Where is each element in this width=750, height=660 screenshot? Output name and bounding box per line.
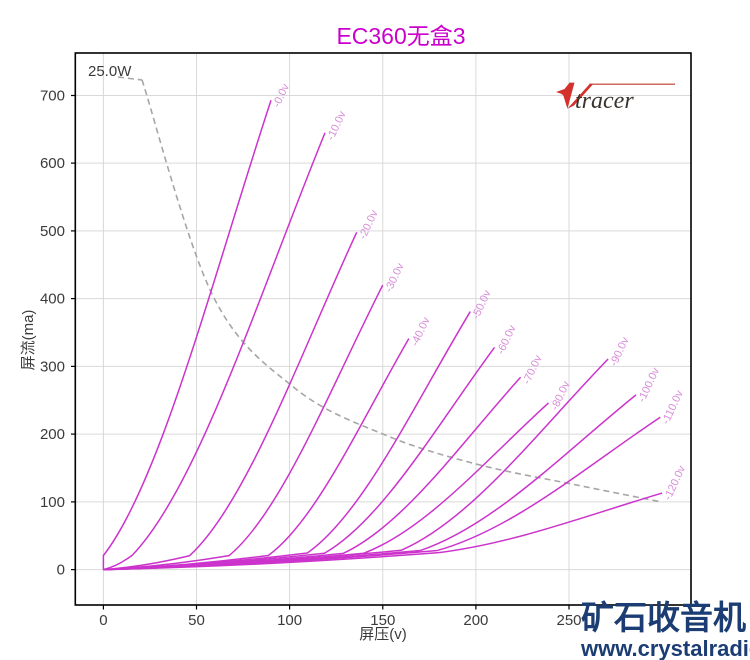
svg-text:0: 0 [99,612,107,629]
svg-text:100: 100 [40,494,65,511]
svg-text:200: 200 [40,426,65,443]
svg-text:25.0W: 25.0W [88,63,132,80]
svg-text:200: 200 [463,612,488,629]
svg-text:50: 50 [188,612,205,629]
svg-text:400: 400 [40,291,65,308]
svg-text:0: 0 [57,562,65,579]
svg-text:600: 600 [40,155,65,172]
svg-text:700: 700 [40,87,65,104]
svg-text:tracer: tracer [575,88,634,114]
svg-text:屏压(v): 屏压(v) [359,626,407,643]
svg-text:100: 100 [277,612,302,629]
svg-text:300: 300 [40,358,65,375]
svg-text:矿石收音机: 矿石收音机 [581,599,746,636]
svg-text:500: 500 [40,223,65,240]
svg-text:屏流(ma): 屏流(ma) [20,310,37,371]
svg-text:250: 250 [556,612,581,629]
svg-text:EC360无盒3: EC360无盒3 [336,23,465,49]
svg-text:www.crystalradio.cn: www.crystalradio.cn [580,636,750,660]
